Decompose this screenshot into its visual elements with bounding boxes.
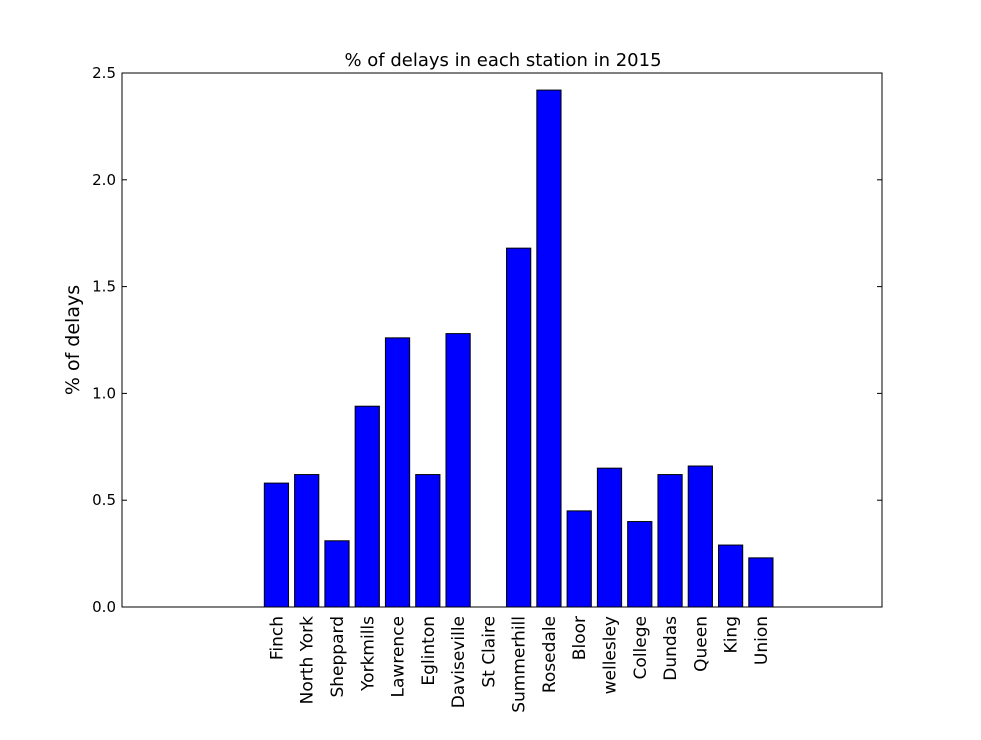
bar-lawrence — [384, 337, 411, 608]
bars-layer — [263, 89, 774, 608]
x-tick-label: Eglinton — [419, 616, 439, 686]
bar-king — [717, 544, 744, 608]
y-tick-label: 2.5 — [92, 64, 116, 82]
x-tick-label: Rosedale — [540, 616, 560, 693]
plot-frame — [121, 72, 883, 608]
x-tick-label: Yorkmills — [358, 616, 378, 692]
x-tick-label: Bloor — [570, 616, 590, 660]
y-axis-label: % of delays — [62, 285, 84, 395]
bar-north-york — [294, 474, 320, 608]
bar-eglinton — [415, 474, 441, 608]
x-tick-label: North York — [298, 616, 318, 704]
x-tick-label: King — [722, 616, 742, 653]
chart-title: % of delays in each station in 2015 — [344, 50, 661, 71]
ticks-layer: Finch North York Sheppard Yorkmills Lawrence… — [92, 64, 882, 713]
bar-sheppard — [324, 540, 350, 608]
x-tick-label: wellesley — [600, 616, 620, 694]
bar-queen — [687, 465, 713, 608]
bar-yorkmills — [354, 405, 380, 608]
y-tick-label: 1.5 — [92, 278, 116, 296]
y-tick-label: 1.0 — [92, 384, 116, 402]
x-tick-label: St Claire — [479, 616, 499, 688]
bar-rosedale — [536, 89, 562, 608]
x-tick-label: Finch — [267, 616, 287, 660]
bar-dundas — [657, 474, 683, 608]
x-tick-label: Queen — [691, 616, 711, 672]
bar-daviseville — [445, 333, 471, 608]
y-tick-label: 0.0 — [92, 598, 116, 616]
x-tick-label: Dundas — [661, 616, 681, 681]
x-tick-label: Lawrence — [389, 616, 409, 697]
x-tick-label: Summerhill — [510, 616, 530, 713]
x-tick-label: Sheppard — [328, 616, 348, 698]
bar-summerhill — [506, 247, 532, 608]
y-tick-label: 0.5 — [92, 491, 116, 509]
x-tick-label: Daviseville — [449, 616, 469, 708]
x-tick-label: Union — [752, 616, 772, 665]
x-tick-label: College — [631, 616, 651, 679]
bar-bloor — [566, 510, 592, 608]
bar-college — [627, 521, 653, 608]
y-tick-label: 2.0 — [92, 171, 116, 189]
bar-union — [748, 557, 774, 608]
bar-finch — [263, 482, 290, 608]
bar-wellesley — [596, 467, 623, 608]
